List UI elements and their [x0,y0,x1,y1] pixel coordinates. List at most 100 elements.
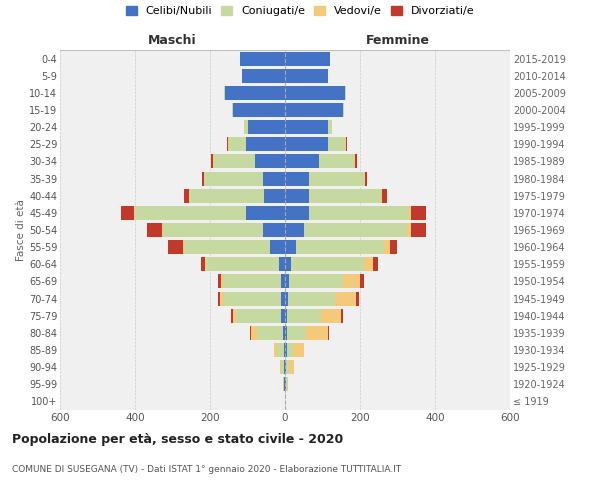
Bar [407,223,410,237]
Bar [304,223,407,237]
Bar [345,86,346,100]
Bar [285,378,286,392]
Bar [221,274,223,288]
Bar [236,308,281,322]
Bar [281,308,285,322]
Bar [341,308,343,322]
Bar [228,138,229,151]
Text: Popolazione per età, sesso e stato civile - 2020: Popolazione per età, sesso e stato civil… [12,432,343,446]
Bar [250,326,251,340]
Bar [257,326,283,340]
Bar [280,360,281,374]
Bar [285,172,310,185]
Bar [290,258,364,272]
Bar [390,240,397,254]
Bar [355,154,357,168]
Bar [220,292,223,306]
Bar [121,206,134,220]
Bar [285,86,345,100]
Bar [382,188,388,202]
Bar [223,274,281,288]
Bar [328,326,329,340]
Bar [328,138,345,151]
Bar [285,258,290,272]
Bar [285,206,310,220]
Bar [285,274,289,288]
Bar [335,292,355,306]
Bar [355,292,359,306]
Bar [281,292,285,306]
Bar [360,274,364,288]
Bar [224,86,225,100]
Bar [319,154,355,168]
Bar [285,308,287,322]
Bar [263,172,285,185]
Bar [223,292,281,306]
Bar [285,103,343,117]
Bar [203,172,205,185]
Bar [206,258,280,272]
Bar [135,206,245,220]
Bar [245,206,285,220]
Bar [244,120,248,134]
Bar [245,138,285,151]
Bar [242,68,285,82]
Bar [218,292,220,306]
Bar [200,258,205,272]
Bar [202,172,203,185]
Bar [183,240,184,254]
Bar [240,52,285,66]
Bar [410,206,425,220]
Bar [230,308,233,322]
Text: Femmine: Femmine [365,34,430,46]
Text: Maschi: Maschi [148,34,197,46]
Bar [285,52,330,66]
Bar [286,360,289,374]
Bar [285,343,287,357]
Bar [283,326,285,340]
Bar [285,68,328,82]
Bar [285,138,328,151]
Bar [345,138,346,151]
Bar [289,274,343,288]
Bar [285,120,328,134]
Bar [285,154,319,168]
Bar [281,360,284,374]
Bar [232,103,233,117]
Bar [409,206,410,220]
Bar [296,240,385,254]
Bar [365,172,367,185]
Bar [251,326,257,340]
Bar [270,240,285,254]
Bar [285,240,296,254]
Bar [285,360,286,374]
Bar [229,138,245,151]
Bar [310,206,409,220]
Bar [233,103,285,117]
Bar [343,274,360,288]
Bar [263,223,285,237]
Bar [188,188,190,202]
Bar [284,343,285,357]
Bar [364,258,373,272]
Bar [380,188,382,202]
Bar [233,308,236,322]
Bar [255,154,285,168]
Bar [373,258,377,272]
Legend: Celibi/Nubili, Coniugati/e, Vedovi/e, Divorziati/e: Celibi/Nubili, Coniugati/e, Vedovi/e, Di… [125,6,475,16]
Bar [283,378,284,392]
Bar [364,172,365,185]
Bar [287,343,293,357]
Bar [205,172,263,185]
Bar [343,103,344,117]
Bar [184,188,188,202]
Bar [227,138,228,151]
Bar [148,223,163,237]
Bar [310,188,380,202]
Y-axis label: Fasce di età: Fasce di età [16,199,26,261]
Bar [190,188,265,202]
Bar [287,308,320,322]
Bar [288,292,335,306]
Bar [285,326,287,340]
Bar [285,292,288,306]
